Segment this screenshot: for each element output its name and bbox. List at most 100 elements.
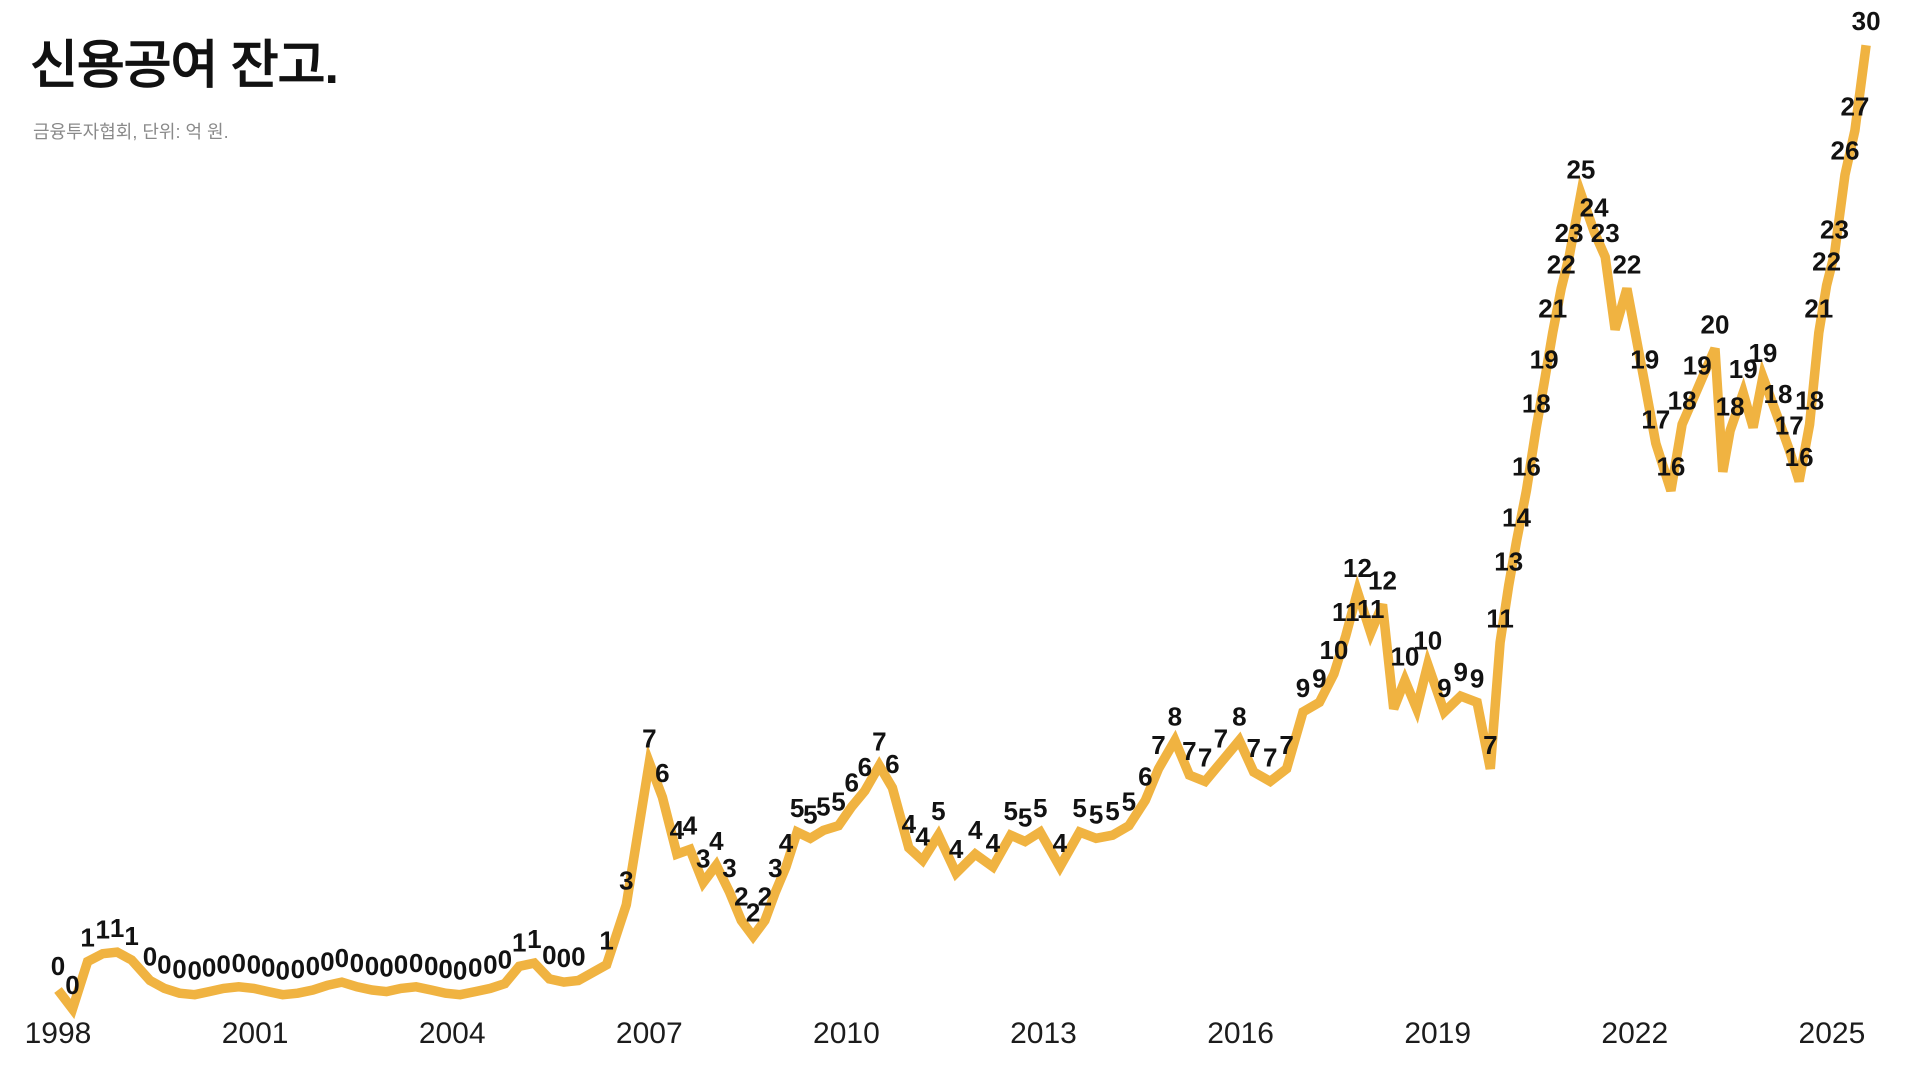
data-point-label: 22 xyxy=(1547,250,1576,280)
data-point-label: 0 xyxy=(231,948,245,978)
data-point-label: 7 xyxy=(1263,742,1277,772)
x-axis-tick-label: 2016 xyxy=(1207,1017,1274,1050)
data-point-label: 7 xyxy=(1483,730,1497,760)
data-point-label: 0 xyxy=(483,949,497,979)
data-point-label: 5 xyxy=(816,791,830,821)
data-point-label: 1 xyxy=(512,927,526,957)
data-point-label: 6 xyxy=(1138,761,1152,791)
x-axis-tick-label: 2004 xyxy=(419,1017,486,1050)
data-point-label: 0 xyxy=(157,949,171,979)
data-point-label: 4 xyxy=(709,826,724,856)
x-axis-tick-label: 2007 xyxy=(616,1017,683,1050)
x-axis-tick-label: 2025 xyxy=(1799,1017,1866,1050)
data-point-label: 5 xyxy=(1003,796,1017,826)
data-point-label: 0 xyxy=(438,954,452,984)
data-point-label: 9 xyxy=(1470,663,1484,693)
data-point-label: 23 xyxy=(1820,215,1849,245)
data-point-label: 16 xyxy=(1785,442,1814,472)
data-point-label: 6 xyxy=(655,758,669,788)
data-point-label: 9 xyxy=(1312,663,1326,693)
data-point-label: 12 xyxy=(1343,553,1372,583)
data-point-label: 8 xyxy=(1232,701,1246,731)
data-point-label: 7 xyxy=(872,727,886,757)
data-point-label: 23 xyxy=(1591,218,1620,248)
data-point-label: 2 xyxy=(758,882,772,912)
data-point-label: 19 xyxy=(1748,338,1777,368)
data-point-label: 6 xyxy=(885,749,899,779)
data-point-label: 0 xyxy=(306,951,320,981)
data-point-label: 10 xyxy=(1319,635,1348,665)
data-point-label: 11 xyxy=(1486,603,1514,633)
data-point-label: 5 xyxy=(1018,803,1032,833)
trend-line xyxy=(54,44,1871,1020)
data-point-label: 10 xyxy=(1390,641,1419,671)
data-point-label: 14 xyxy=(1502,502,1531,532)
data-point-label: 11 xyxy=(1332,597,1360,627)
data-point-label: 0 xyxy=(571,942,585,972)
data-point-label: 18 xyxy=(1795,385,1824,415)
data-point-label: 4 xyxy=(986,828,1001,858)
data-point-label: 0 xyxy=(275,956,289,986)
data-point-label: 0 xyxy=(379,953,393,983)
data-point-label: 5 xyxy=(790,793,804,823)
data-point-label: 7 xyxy=(1279,730,1293,760)
data-point-label: 0 xyxy=(202,953,216,983)
data-point-label: 26 xyxy=(1831,136,1860,166)
data-point-label: 1 xyxy=(80,923,94,953)
data-point-label: 18 xyxy=(1716,392,1745,422)
data-point-label: 9 xyxy=(1453,657,1467,687)
data-point-label: 23 xyxy=(1555,218,1584,248)
data-point-label: 17 xyxy=(1641,404,1670,434)
x-axis-tick-label: 2019 xyxy=(1404,1017,1471,1050)
data-point-label: 1 xyxy=(527,924,541,954)
data-point-label: 3 xyxy=(768,853,782,883)
x-axis-tick-label: 2001 xyxy=(222,1017,289,1050)
data-point-label: 0 xyxy=(468,953,482,983)
x-axis-tick-label: 2010 xyxy=(813,1017,880,1050)
x-axis-tick-label: 2022 xyxy=(1601,1017,1668,1050)
data-point-label: 18 xyxy=(1668,385,1697,415)
data-point-label: 7 xyxy=(642,724,656,754)
x-axis-tick-label: 1998 xyxy=(25,1017,92,1050)
chart-source-note: 금융투자협회, 단위: 억 원. xyxy=(33,122,229,142)
data-point-label: 9 xyxy=(1437,673,1451,703)
data-point-label: 4 xyxy=(915,821,930,851)
data-point-label: 25 xyxy=(1566,155,1595,185)
data-point-label: 13 xyxy=(1494,547,1523,577)
chart-title: 신용공여 잔고. xyxy=(30,37,339,95)
data-point-label: 0 xyxy=(335,943,349,973)
data-point-label: 8 xyxy=(1168,701,1182,731)
data-point-label: 0 xyxy=(261,953,275,983)
data-point-label: 22 xyxy=(1812,246,1841,276)
data-point-label: 16 xyxy=(1656,452,1685,482)
data-point-label: 0 xyxy=(409,948,423,978)
data-point-label: 1 xyxy=(599,926,613,956)
data-point-label: 0 xyxy=(320,946,334,976)
data-point-label: 21 xyxy=(1804,294,1833,324)
data-point-label: 16 xyxy=(1512,452,1541,482)
data-point-label: 19 xyxy=(1683,351,1712,381)
data-point-label: 1 xyxy=(110,913,124,943)
x-axis-tick-label: 2013 xyxy=(1010,1017,1077,1050)
data-point-label: 30 xyxy=(1852,6,1881,36)
data-point-label: 22 xyxy=(1612,250,1641,280)
data-point-label: 7 xyxy=(1246,733,1260,763)
data-point-label: 7 xyxy=(1214,724,1228,754)
data-point-label: 4 xyxy=(670,815,685,845)
data-point-label: 0 xyxy=(291,954,305,984)
data-point-label: 20 xyxy=(1701,310,1730,340)
data-point-label: 19 xyxy=(1630,344,1659,374)
data-point-label: 5 xyxy=(1105,796,1119,826)
data-point-label: 0 xyxy=(65,970,79,1000)
data-point-label: 4 xyxy=(779,828,794,858)
data-point-label: 27 xyxy=(1840,92,1869,122)
data-point-label: 24 xyxy=(1580,193,1609,223)
data-point-label: 0 xyxy=(143,942,157,972)
data-point-label: 0 xyxy=(247,949,261,979)
data-point-label: 18 xyxy=(1764,379,1793,409)
data-point-label: 0 xyxy=(453,956,467,986)
data-point-label: 0 xyxy=(172,954,186,984)
data-point-label: 10 xyxy=(1413,626,1442,656)
